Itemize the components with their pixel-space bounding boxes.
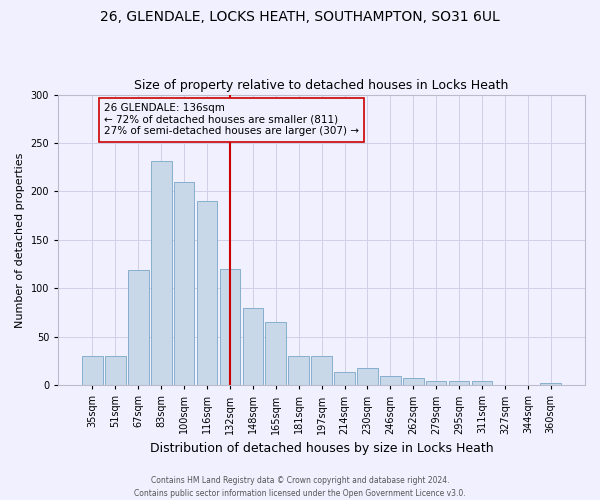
Bar: [197, 201, 217, 386]
Bar: [128, 270, 149, 386]
Bar: [174, 182, 194, 386]
Bar: [151, 162, 172, 386]
Text: 26 GLENDALE: 136sqm
← 72% of detached houses are smaller (811)
27% of semi-detac: 26 GLENDALE: 136sqm ← 72% of detached ho…: [104, 104, 359, 136]
X-axis label: Distribution of detached houses by size in Locks Heath: Distribution of detached houses by size …: [150, 442, 493, 455]
Bar: [289, 356, 309, 386]
Bar: [472, 382, 493, 386]
Bar: [334, 372, 355, 386]
Bar: [242, 308, 263, 386]
Bar: [357, 368, 378, 386]
Bar: [105, 356, 125, 386]
Text: Contains HM Land Registry data © Crown copyright and database right 2024.
Contai: Contains HM Land Registry data © Crown c…: [134, 476, 466, 498]
Bar: [311, 356, 332, 386]
Bar: [220, 269, 240, 386]
Bar: [82, 356, 103, 386]
Title: Size of property relative to detached houses in Locks Heath: Size of property relative to detached ho…: [134, 79, 509, 92]
Bar: [403, 378, 424, 386]
Bar: [541, 384, 561, 386]
Y-axis label: Number of detached properties: Number of detached properties: [15, 152, 25, 328]
Bar: [380, 376, 401, 386]
Bar: [426, 382, 446, 386]
Text: 26, GLENDALE, LOCKS HEATH, SOUTHAMPTON, SO31 6UL: 26, GLENDALE, LOCKS HEATH, SOUTHAMPTON, …: [100, 10, 500, 24]
Bar: [449, 382, 469, 386]
Bar: [265, 322, 286, 386]
